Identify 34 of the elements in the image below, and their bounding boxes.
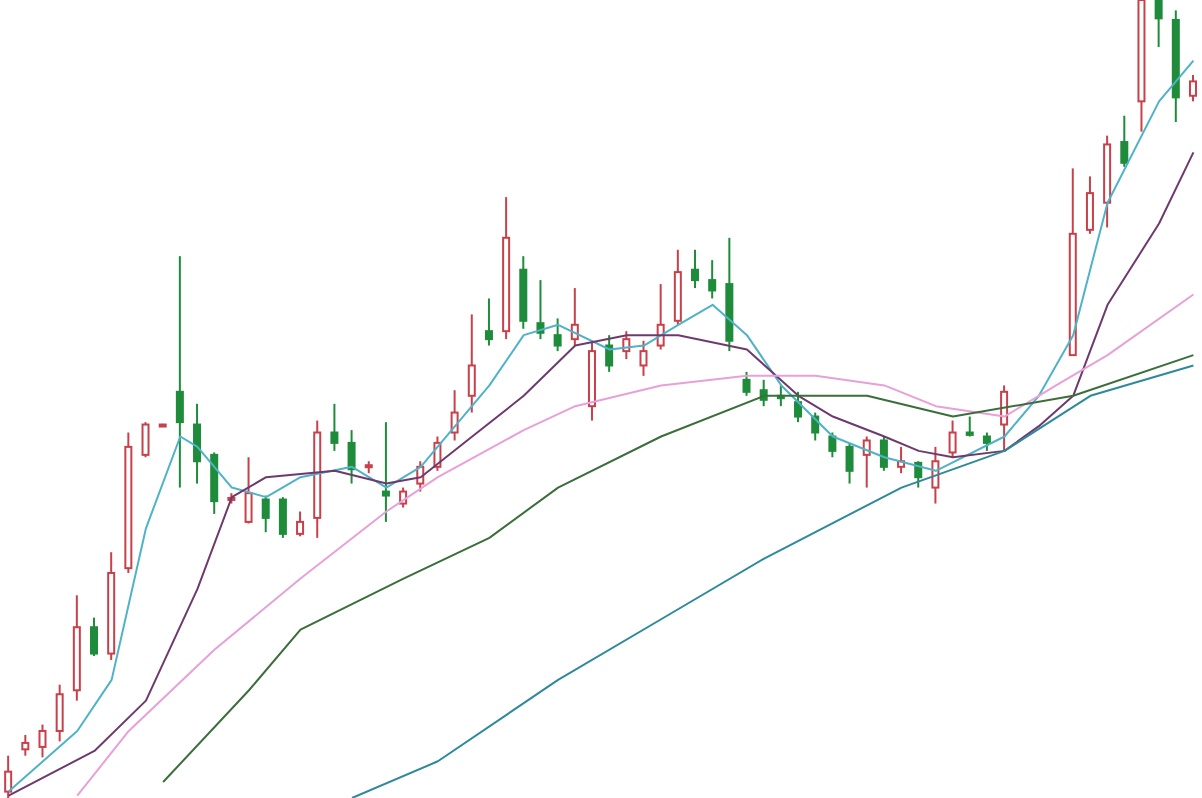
candlestick xyxy=(484,297,493,347)
candlestick xyxy=(553,317,562,353)
candlestick xyxy=(1154,0,1163,49)
candlestick xyxy=(1085,175,1094,235)
candlestick xyxy=(467,313,476,414)
candlestick xyxy=(38,723,47,759)
candlestick xyxy=(708,259,717,300)
candlestick xyxy=(330,402,339,452)
candlestick xyxy=(845,441,854,485)
candlestick xyxy=(55,683,64,743)
candlestick xyxy=(175,255,184,489)
candlestick xyxy=(828,431,837,459)
candlestick xyxy=(296,510,305,538)
candlestick xyxy=(244,456,253,525)
candlestick xyxy=(639,339,648,377)
candlestick xyxy=(347,429,356,485)
candlestick xyxy=(1188,74,1197,103)
candlestick xyxy=(879,435,888,472)
candlestick xyxy=(794,390,803,424)
candlestick xyxy=(210,451,219,515)
candlestick xyxy=(965,415,974,438)
candlestick xyxy=(982,431,991,452)
candlestick xyxy=(742,370,751,397)
candlestick xyxy=(261,494,270,534)
candlestick xyxy=(948,419,957,459)
candlestick xyxy=(21,733,30,757)
candlestick xyxy=(193,402,202,485)
candlestick xyxy=(862,435,871,489)
candlestick xyxy=(1120,114,1129,168)
candlestick xyxy=(278,496,287,539)
candlestick xyxy=(141,421,150,459)
candlestick xyxy=(90,616,99,657)
candlestick xyxy=(691,248,700,290)
candlestick xyxy=(381,421,390,523)
